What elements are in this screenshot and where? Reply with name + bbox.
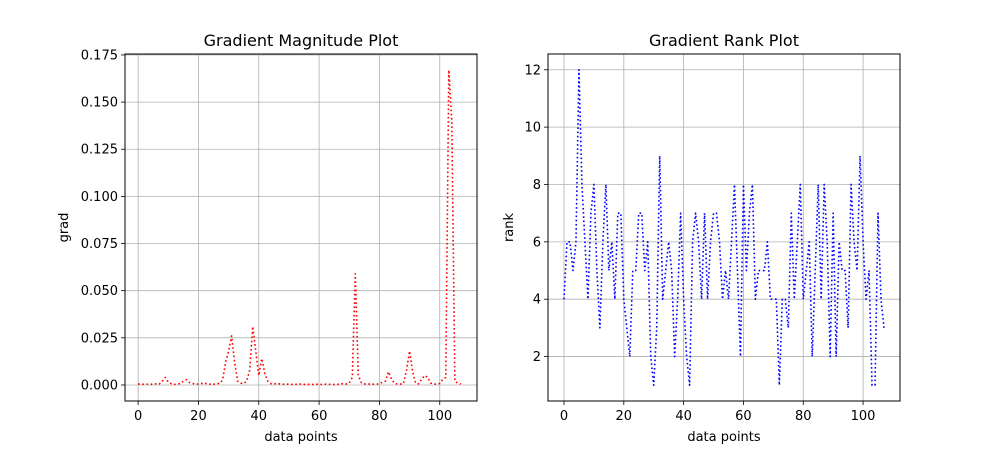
- gradient-magnitude-panel: 0 20 40 60 80 100 0.000 0.025 0.050 0.075 0.100 0.1…: [57, 31, 478, 445]
- y-tick-label: 4: [533, 293, 541, 308]
- x-tick-label: 40: [250, 409, 267, 424]
- y-tick-label: 10: [524, 121, 541, 136]
- y-tick-label: 0.025: [81, 331, 118, 346]
- y-tick-label: 0.125: [81, 143, 118, 158]
- y-tick-label: 0.050: [81, 284, 118, 299]
- y-axis-label: rank: [502, 212, 517, 242]
- y-tick-label: 0.175: [81, 48, 118, 63]
- x-tick-label: 20: [190, 409, 207, 424]
- x-tick-label: 20: [616, 409, 633, 424]
- x-tick-label: 0: [134, 409, 142, 424]
- y-tick-label: 0.000: [81, 378, 118, 393]
- series-line: [138, 69, 462, 386]
- x-tick-label: 80: [371, 409, 388, 424]
- plot-frame: [124, 53, 478, 402]
- x-tick-label: 60: [735, 409, 752, 424]
- y-axis-label: grad: [57, 213, 72, 243]
- y-tick-label: 6: [533, 235, 541, 250]
- y-tick-label: 8: [533, 178, 541, 193]
- x-axis-label: data points: [264, 430, 338, 445]
- x-tick-label: 80: [795, 409, 812, 424]
- x-tick-label: 100: [427, 409, 452, 424]
- y-tick-label: 0.150: [81, 96, 118, 111]
- x-tick-label: 40: [675, 409, 692, 424]
- y-tick-label: 0.075: [81, 237, 118, 252]
- y-tick-label: 12: [524, 63, 541, 78]
- x-tick-label: 0: [560, 409, 568, 424]
- x-tick-label: 60: [311, 409, 328, 424]
- chart-title: Gradient Magnitude Plot: [204, 31, 399, 50]
- series-line: [563, 68, 885, 387]
- y-tick-label: 2: [533, 350, 541, 365]
- x-tick-label: 100: [851, 409, 876, 424]
- plot-frame: [547, 53, 901, 402]
- chart-title: Gradient Rank Plot: [649, 31, 799, 50]
- y-tick-label: 0.100: [81, 190, 118, 205]
- x-axis-label: data points: [687, 430, 761, 445]
